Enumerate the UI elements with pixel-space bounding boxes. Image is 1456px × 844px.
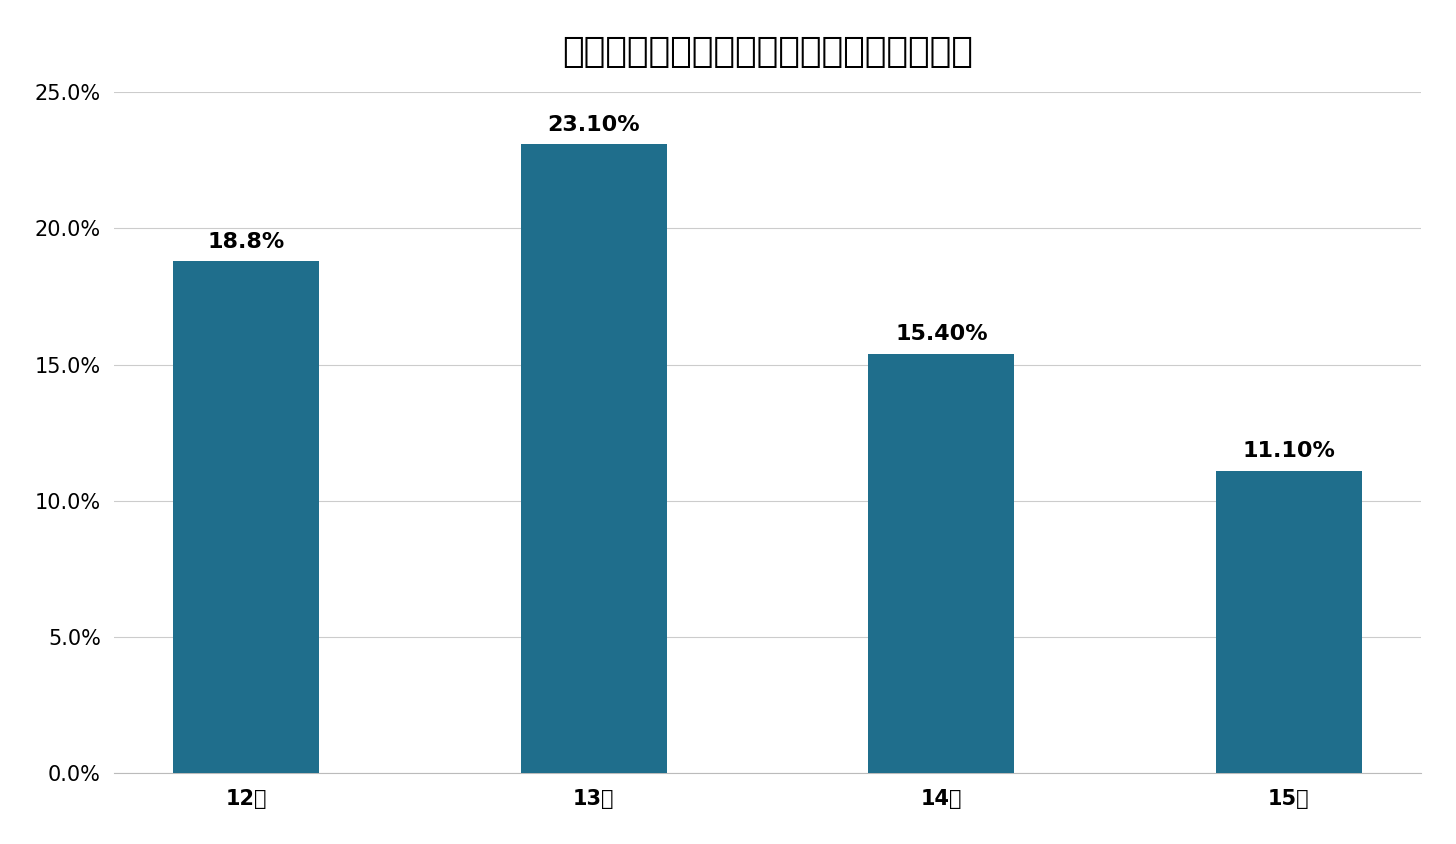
Title: マンション大規模修繕工事の平均修繕周期: マンション大規模修繕工事の平均修繕周期: [562, 35, 973, 68]
Bar: [868, 354, 1015, 773]
Bar: [521, 144, 667, 773]
Text: 11.10%: 11.10%: [1242, 441, 1335, 462]
Bar: [173, 261, 319, 773]
Text: 18.8%: 18.8%: [208, 231, 285, 252]
Text: 15.40%: 15.40%: [895, 324, 987, 344]
Text: 23.10%: 23.10%: [547, 115, 641, 134]
Bar: [1216, 471, 1361, 773]
